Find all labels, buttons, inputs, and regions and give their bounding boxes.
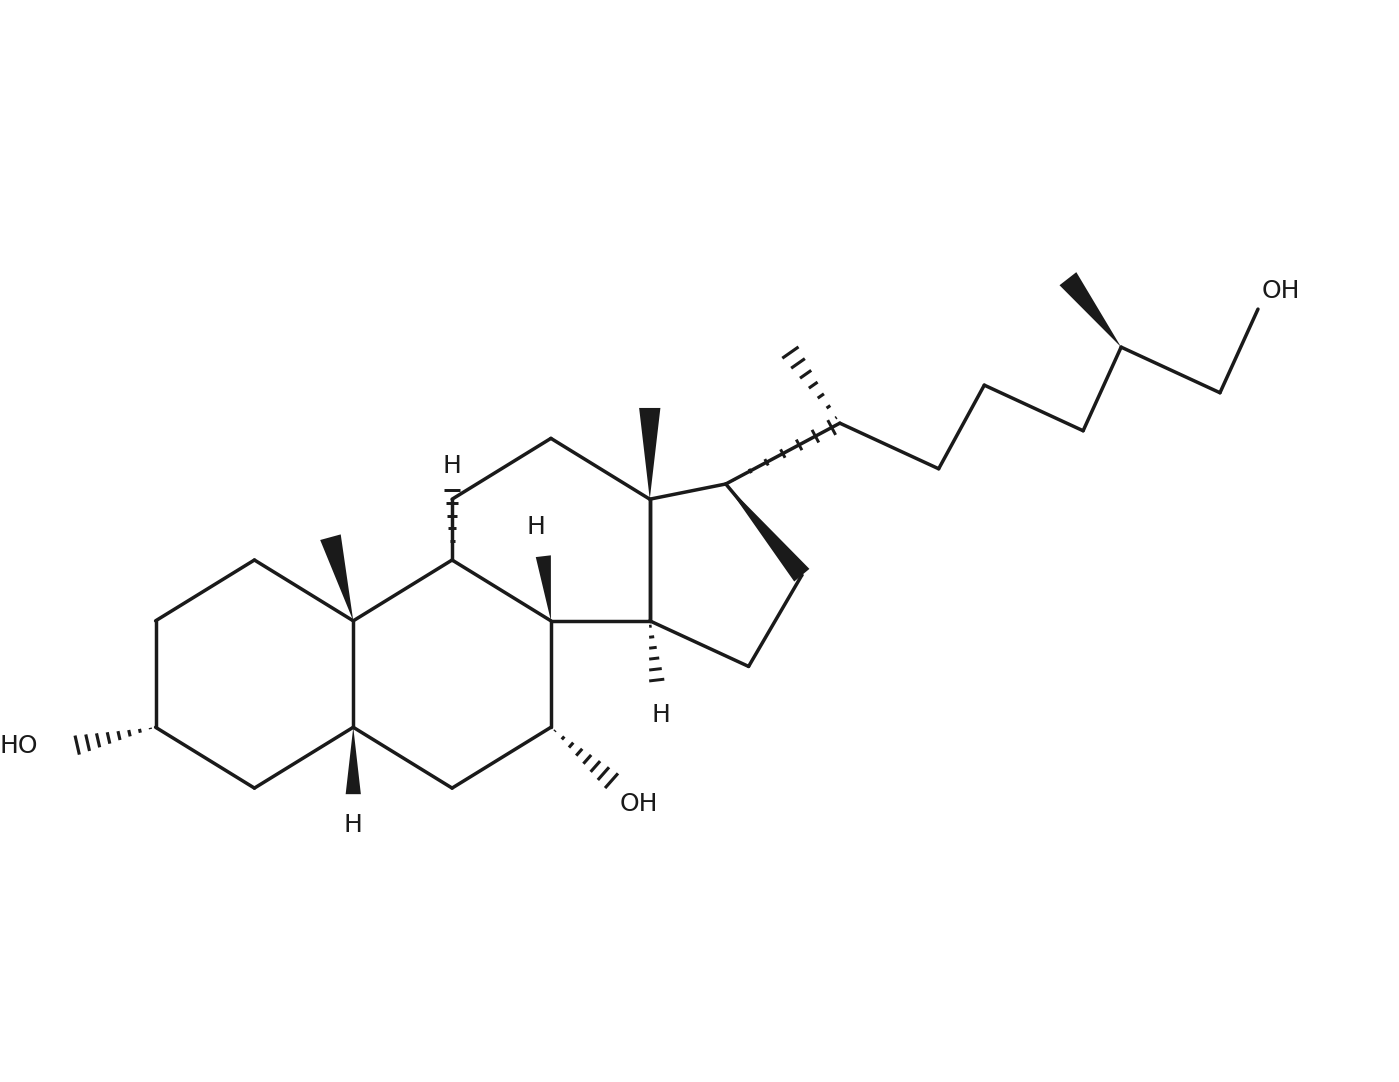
Text: OH: OH bbox=[1262, 279, 1300, 303]
Polygon shape bbox=[536, 555, 551, 621]
Polygon shape bbox=[1059, 273, 1121, 347]
Text: H: H bbox=[344, 814, 362, 837]
Text: HO: HO bbox=[0, 735, 38, 758]
Polygon shape bbox=[320, 535, 354, 621]
Text: H: H bbox=[442, 453, 462, 478]
Polygon shape bbox=[726, 484, 810, 581]
Text: H: H bbox=[526, 515, 546, 539]
Text: H: H bbox=[652, 703, 670, 727]
Text: OH: OH bbox=[620, 792, 658, 816]
Polygon shape bbox=[639, 408, 660, 499]
Polygon shape bbox=[346, 727, 361, 794]
